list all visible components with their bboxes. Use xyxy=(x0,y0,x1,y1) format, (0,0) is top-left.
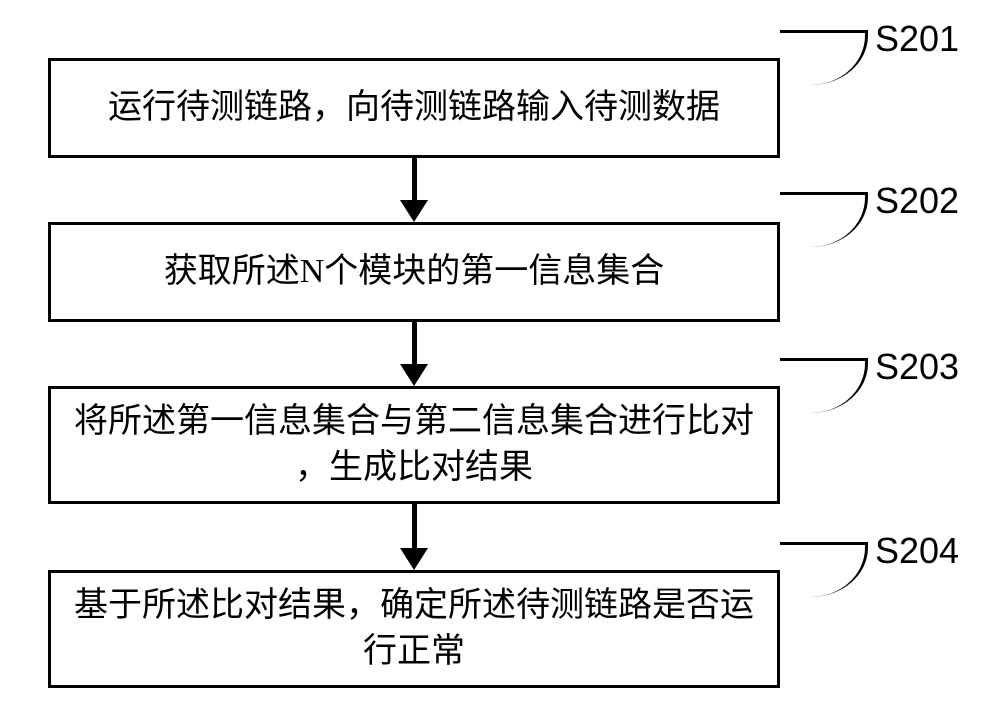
flow-node-text: 将所述第一信息集合与第二信息集合进行比对 ，生成比对结果 xyxy=(74,399,754,491)
flow-node-4: 基于所述比对结果，确定所述待测链路是否运 行正常 xyxy=(48,570,780,688)
arrow-head-icon xyxy=(400,548,428,570)
arrow-head-icon xyxy=(400,364,428,386)
step-label-4: S204 xyxy=(875,530,959,572)
flow-node-text: 运行待测链路，向待测链路输入待测数据 xyxy=(108,85,720,131)
arrow-line xyxy=(412,158,417,200)
flowchart-canvas: 运行待测链路，向待测链路输入待测数据 S201 获取所述N个模块的第一信息集合 S20… xyxy=(0,0,1000,719)
flow-node-text: 基于所述比对结果，确定所述待测链路是否运 行正常 xyxy=(74,583,754,675)
arrow-line xyxy=(412,322,417,364)
arrow-line xyxy=(412,504,417,548)
step-label-3: S203 xyxy=(875,346,959,388)
arrow-head-icon xyxy=(400,200,428,222)
step-label-1: S201 xyxy=(875,18,959,60)
flow-node-2: 获取所述N个模块的第一信息集合 xyxy=(48,222,780,322)
callout-curve xyxy=(780,192,868,247)
callout-curve xyxy=(780,542,868,597)
flow-node-1: 运行待测链路，向待测链路输入待测数据 xyxy=(48,58,780,158)
flow-node-3: 将所述第一信息集合与第二信息集合进行比对 ，生成比对结果 xyxy=(48,386,780,504)
callout-curve xyxy=(780,30,868,85)
callout-curve xyxy=(780,358,868,413)
flow-node-text: 获取所述N个模块的第一信息集合 xyxy=(164,249,665,295)
step-label-2: S202 xyxy=(875,180,959,222)
